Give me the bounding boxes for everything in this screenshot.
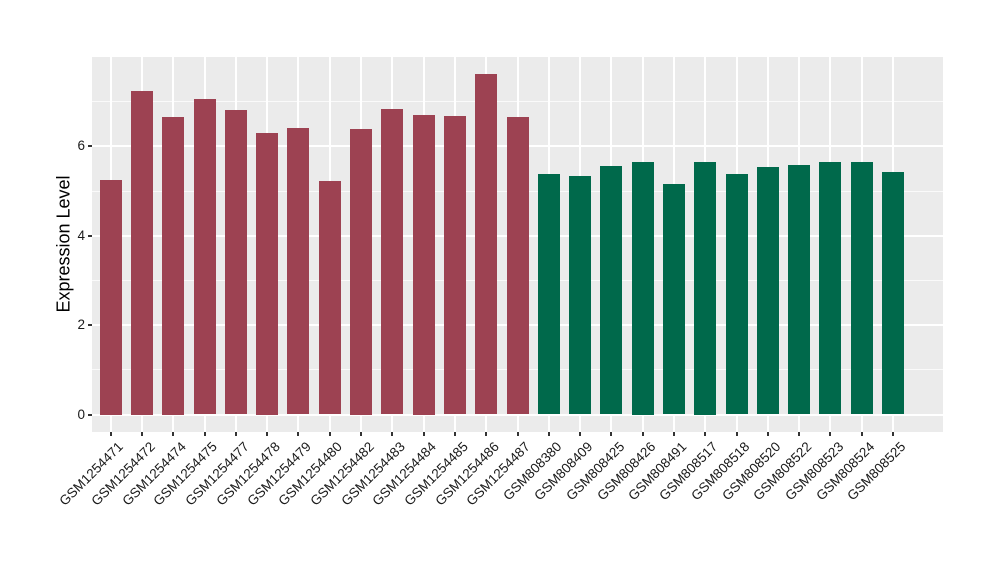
x-tick-mark <box>234 432 237 436</box>
x-tick-mark <box>328 432 331 436</box>
x-tick-mark <box>391 432 394 436</box>
bar-gsm1254480 <box>318 180 341 415</box>
x-tick-mark <box>141 432 144 436</box>
x-tick-mark <box>109 432 112 436</box>
x-tick-mark <box>485 432 488 436</box>
bar-gsm808525 <box>881 172 904 415</box>
bar-gsm808522 <box>788 164 811 415</box>
x-tick-mark <box>422 432 425 436</box>
bar-gsm808491 <box>662 183 685 415</box>
x-tick-mark <box>203 432 206 436</box>
x-tick-mark <box>860 432 863 436</box>
y-tick-mark <box>88 324 92 327</box>
bar-gsm808523 <box>819 161 842 415</box>
bar-gsm1254477 <box>224 109 247 415</box>
y-tick-mark <box>88 413 92 416</box>
x-tick-mark <box>297 432 300 436</box>
bar-gsm1254486 <box>475 74 498 415</box>
bar-gsm1254479 <box>287 128 310 415</box>
x-tick-mark <box>172 432 175 436</box>
x-tick-mark <box>360 432 363 436</box>
bar-gsm1254482 <box>350 128 373 415</box>
plot-panel <box>92 57 943 432</box>
bar-gsm1254471 <box>99 179 122 415</box>
x-tick-mark <box>704 432 707 436</box>
x-tick-mark <box>610 432 613 436</box>
bar-gsm808518 <box>725 174 748 415</box>
x-tick-mark <box>672 432 675 436</box>
bar-gsm808524 <box>850 162 873 415</box>
bar-gsm1254475 <box>193 98 216 415</box>
y-tick-mark <box>88 145 92 148</box>
bar-gsm1254478 <box>256 132 279 415</box>
x-tick-mark <box>641 432 644 436</box>
y-axis-title: Expression Level <box>53 175 74 313</box>
y-tick-label: 6 <box>77 138 85 154</box>
major-gridline <box>92 413 943 416</box>
x-tick-mark <box>579 432 582 436</box>
x-tick-mark <box>453 432 456 436</box>
bar-gsm1254474 <box>162 117 185 415</box>
minor-gridline <box>92 101 943 103</box>
bar-gsm1254472 <box>131 90 154 415</box>
bar-gsm1254484 <box>412 115 435 415</box>
x-tick-mark <box>766 432 769 436</box>
bar-gsm808520 <box>756 167 779 415</box>
x-tick-mark <box>516 432 519 436</box>
x-tick-mark <box>266 432 269 436</box>
bar-gsm808425 <box>600 166 623 415</box>
y-tick-mark <box>88 234 92 237</box>
bar-gsm1254483 <box>381 109 404 415</box>
x-tick-mark <box>891 432 894 436</box>
y-tick-label: 2 <box>77 317 85 333</box>
bar-gsm808426 <box>631 162 654 415</box>
bar-gsm1254485 <box>443 115 466 415</box>
y-tick-label: 0 <box>77 406 85 422</box>
bar-gsm808409 <box>569 175 592 415</box>
bar-gsm1254487 <box>506 116 529 415</box>
y-tick-label: 4 <box>77 227 85 243</box>
x-tick-mark <box>735 432 738 436</box>
bar-gsm808380 <box>537 173 560 415</box>
x-tick-mark <box>798 432 801 436</box>
x-tick-mark <box>547 432 550 436</box>
bar-gsm808517 <box>694 162 717 415</box>
x-tick-mark <box>829 432 832 436</box>
